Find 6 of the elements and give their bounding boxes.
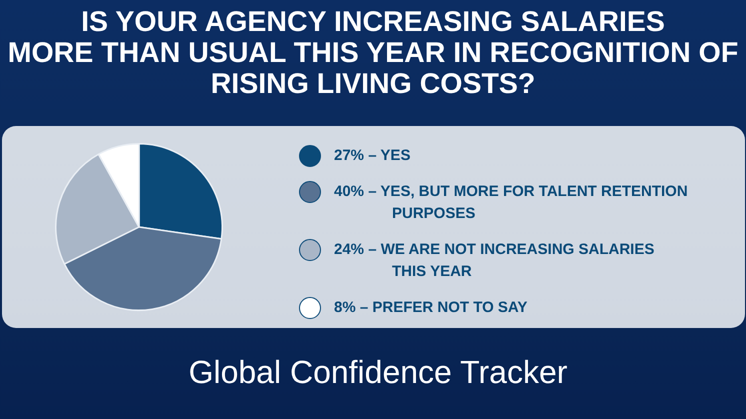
- legend-label: 40% – YES, BUT MORE FOR TALENT RETENTION PURPOSES: [334, 182, 689, 224]
- legend-label: 24% – WE ARE NOT INCREASING SALARIES THIS YEAR: [334, 240, 656, 282]
- legend-label: 27% – YES: [334, 146, 412, 166]
- chart-title: IS YOUR AGENCY INCREASING SALARIES MORE THAN USUAL THIS YEAR IN RECOGNITION OF RISING LIVING COSTS?: [6, 6, 740, 100]
- legend-label: 8% – PREFER NOT TO SAY: [334, 298, 528, 318]
- text: Global Confidence Tracker: [188, 353, 568, 392]
